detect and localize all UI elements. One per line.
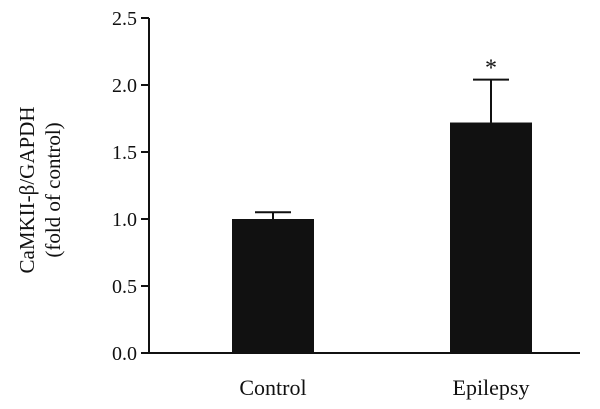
y-tick-label: 1.0 bbox=[112, 209, 137, 231]
bars bbox=[232, 122, 532, 354]
y-axis-title-line1: CaMKII-β/GAPDH bbox=[15, 106, 39, 273]
significance-marker: * bbox=[485, 56, 497, 82]
y-tick-label: 2.5 bbox=[112, 8, 137, 30]
x-category-label: Epilepsy bbox=[453, 375, 530, 400]
y-tick-label: 1.5 bbox=[112, 142, 137, 164]
y-axis-title-line2: (fold of control) bbox=[41, 122, 65, 257]
bar-control bbox=[232, 219, 314, 353]
y-ticks: 0.0 0.5 1.0 1.5 2.0 2.5 bbox=[112, 8, 149, 365]
significance-markers: * bbox=[485, 56, 497, 82]
y-tick-label: 0.5 bbox=[112, 276, 137, 298]
y-tick-label: 2.0 bbox=[112, 75, 137, 97]
bar-epilepsy bbox=[450, 122, 532, 354]
x-category-label: Control bbox=[239, 375, 306, 400]
y-tick-label: 0.0 bbox=[112, 343, 137, 365]
x-category-labels: Control Epilepsy bbox=[239, 375, 529, 400]
y-axis-title: CaMKII-β/GAPDH (fold of control) bbox=[15, 106, 65, 273]
error-bars bbox=[255, 78, 509, 219]
